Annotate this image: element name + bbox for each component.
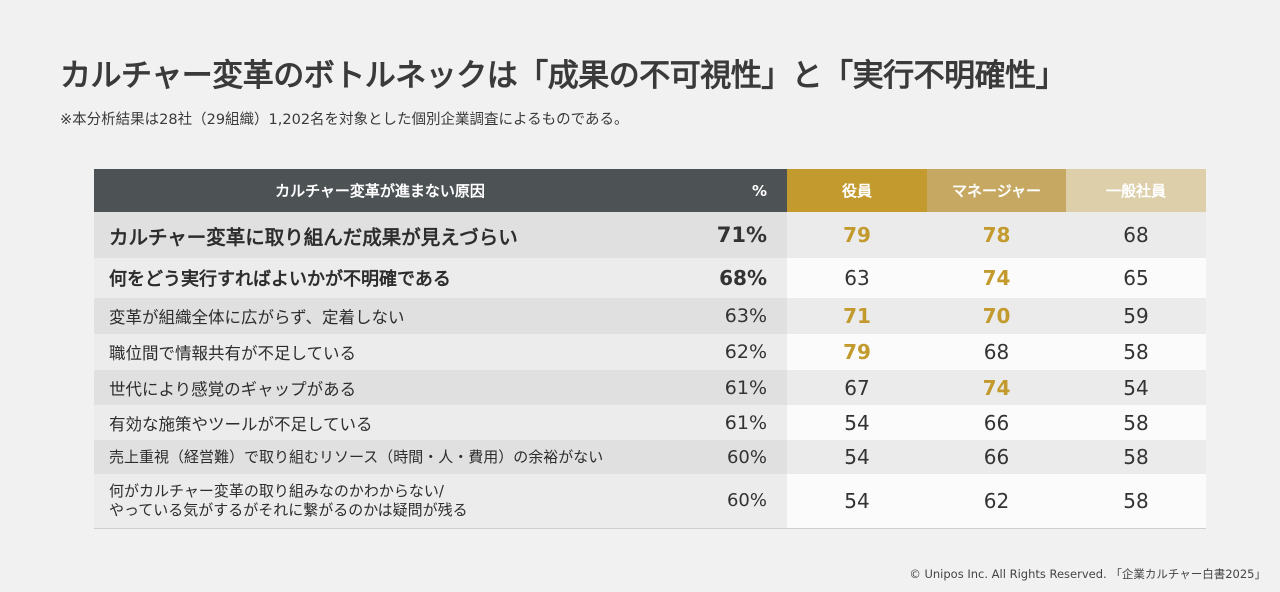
column-header-reason: カルチャー変革が進まない原因 xyxy=(94,169,666,212)
reason-text: 職位間で情報共有が不足している xyxy=(109,344,357,363)
staff-value-cell: 65 xyxy=(1066,258,1206,298)
reason-text: 変革が組織全体に広がらず、定着しない xyxy=(109,308,405,327)
reason-cell: 変革が組織全体に広がらず、定着しない xyxy=(94,298,666,334)
bottleneck-table: カルチャー変革が進まない原因 % 役員 マネージャー 一般社員 カルチャー変革に… xyxy=(94,169,1206,529)
percent-cell: 68% xyxy=(666,258,787,298)
executive-value-cell: 71 xyxy=(787,298,927,334)
manager-value-cell: 62 xyxy=(927,474,1066,528)
manager-value-cell: 66 xyxy=(927,440,1066,474)
reason-cell: 世代により感覚のギャップがある xyxy=(94,370,666,405)
reason-text: カルチャー変革に取り組んだ成果が見えづらい xyxy=(109,225,518,249)
reason-cell: カルチャー変革に取り組んだ成果が見えづらい xyxy=(94,212,666,258)
staff-value-cell: 58 xyxy=(1066,440,1206,474)
reason-text: 世代により感覚のギャップがある xyxy=(109,379,357,399)
manager-value-cell: 78 xyxy=(927,212,1066,258)
staff-value-cell: 58 xyxy=(1066,474,1206,528)
table-row: 売上重視（経営難）で取り組むリソース（時間・人・費用）の余裕がない 60% 54 66… xyxy=(94,440,1206,474)
reason-text: やっている気がするがそれに繋がるのかは疑問が残る xyxy=(109,500,468,519)
percent-cell: 61% xyxy=(666,370,787,405)
copyright-footer: © Unipos Inc. All Rights Reserved. 「企業カル… xyxy=(909,567,1266,581)
percent-cell: 60% xyxy=(666,474,787,528)
manager-value-cell: 74 xyxy=(927,370,1066,405)
percent-cell: 60% xyxy=(666,440,787,474)
reason-text: 有効な施策やツールが不足している xyxy=(109,414,373,434)
column-header-executive: 役員 xyxy=(787,169,927,212)
reason-cell: 何がカルチャー変革の取り組みなのかわからない/やっている気がするがそれに繋がるの… xyxy=(94,474,666,528)
percent-cell: 62% xyxy=(666,334,787,370)
percent-cell: 71% xyxy=(666,212,787,258)
page-title: カルチャー変革のボトルネックは「成果の不可視性」と「実行不明確性」 xyxy=(60,58,1067,94)
column-header-percent: % xyxy=(666,169,787,212)
table-row: 変革が組織全体に広がらず、定着しない 63% 71 70 59 xyxy=(94,298,1206,334)
executive-value-cell: 54 xyxy=(787,474,927,528)
reason-cell: 職位間で情報共有が不足している xyxy=(94,334,666,370)
staff-value-cell: 54 xyxy=(1066,370,1206,405)
executive-value-cell: 63 xyxy=(787,258,927,298)
reason-text: 何をどう実行すればよいかが不明確である xyxy=(109,269,451,290)
executive-value-cell: 67 xyxy=(787,370,927,405)
reason-text: 売上重視（経営難）で取り組むリソース（時間・人・費用）の余裕がない xyxy=(109,447,604,466)
staff-value-cell: 58 xyxy=(1066,405,1206,440)
manager-value-cell: 70 xyxy=(927,298,1066,334)
column-header-manager: マネージャー xyxy=(927,169,1066,212)
manager-value-cell: 68 xyxy=(927,334,1066,370)
staff-value-cell: 68 xyxy=(1066,212,1206,258)
table-row: カルチャー変革に取り組んだ成果が見えづらい 71% 79 78 68 xyxy=(94,212,1206,258)
staff-value-cell: 58 xyxy=(1066,334,1206,370)
table-body: カルチャー変革に取り組んだ成果が見えづらい 71% 79 78 68 何をどう実行すればよ… xyxy=(94,212,1206,528)
percent-cell: 61% xyxy=(666,405,787,440)
executive-value-cell: 54 xyxy=(787,405,927,440)
table-row: 職位間で情報共有が不足している 62% 79 68 58 xyxy=(94,334,1206,370)
executive-value-cell: 54 xyxy=(787,440,927,474)
reason-cell: 有効な施策やツールが不足している xyxy=(94,405,666,440)
manager-value-cell: 74 xyxy=(927,258,1066,298)
column-header-staff: 一般社員 xyxy=(1066,169,1206,212)
manager-value-cell: 66 xyxy=(927,405,1066,440)
reason-cell: 売上重視（経営難）で取り組むリソース（時間・人・費用）の余裕がない xyxy=(94,440,666,474)
table-row: 何をどう実行すればよいかが不明確である 68% 63 74 65 xyxy=(94,258,1206,298)
reason-text: 何がカルチャー変革の取り組みなのかわからない/ xyxy=(109,481,444,500)
table-row: 世代により感覚のギャップがある 61% 67 74 54 xyxy=(94,370,1206,405)
executive-value-cell: 79 xyxy=(787,212,927,258)
table-row: 有効な施策やツールが不足している 61% 54 66 58 xyxy=(94,405,1206,440)
staff-value-cell: 59 xyxy=(1066,298,1206,334)
executive-value-cell: 79 xyxy=(787,334,927,370)
percent-cell: 63% xyxy=(666,298,787,334)
table-header-row: カルチャー変革が進まない原因 % 役員 マネージャー 一般社員 xyxy=(94,169,1206,212)
survey-note: ※本分析結果は28社（29組織）1,202名を対象とした個別企業調査によるもので… xyxy=(60,112,629,128)
reason-cell: 何をどう実行すればよいかが不明確である xyxy=(94,258,666,298)
table-row: 何がカルチャー変革の取り組みなのかわからない/やっている気がするがそれに繋がるの… xyxy=(94,474,1206,528)
